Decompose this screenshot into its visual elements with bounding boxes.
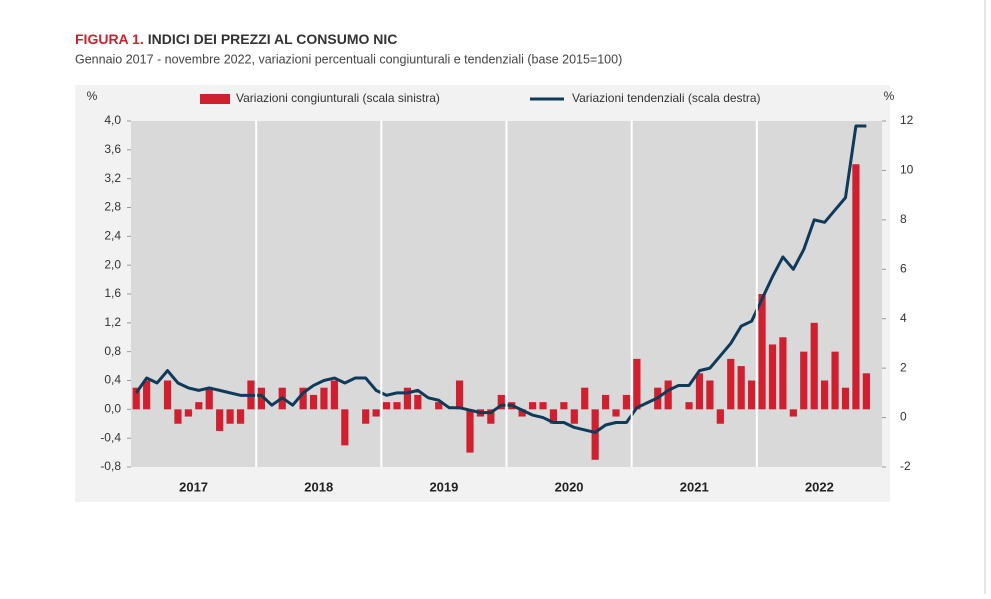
bar [549,409,558,424]
bar [727,358,735,410]
legend-swatch [200,94,230,104]
bar [455,380,464,410]
bar [330,380,338,410]
bar [768,344,777,410]
y-tick-label: 1,2 [104,315,121,329]
y-tick-label: 2,0 [104,257,121,271]
bar [497,394,505,410]
title-prefix: FIGURA 1. [75,31,144,47]
bar [779,337,787,410]
bar [862,373,870,410]
bar [216,409,224,431]
bar [612,409,620,417]
y2-tick-label: -2 [900,459,911,473]
x-year-label: 2019 [429,479,458,494]
bar [591,409,599,460]
bar [581,387,589,410]
y2-tick-label: 4 [900,311,907,325]
bar [226,409,234,424]
bar [737,366,745,410]
x-year-label: 2017 [179,479,208,494]
bar [320,387,328,410]
bar [622,394,631,410]
y2-tick-label: 2 [900,360,907,374]
line [134,124,867,434]
bar [800,351,808,410]
bar [852,164,860,410]
bar [487,409,495,424]
y-unit: % [87,89,98,103]
plot [132,124,870,460]
bar [236,409,245,424]
bar [716,409,724,424]
bar [685,402,693,410]
y2-unit: % [884,89,895,103]
bar [570,409,578,424]
bar [748,380,756,410]
bar [831,351,839,410]
y2-tick-label: 8 [900,212,907,226]
y-tick-label: 3,6 [104,142,121,156]
chart-title: FIGURA 1. INDICI DEI PREZZI AL CONSUMO NI… [75,31,397,47]
title-text: INDICI DEI PREZZI AL CONSUMO NIC [148,31,398,47]
y-tick-label: -0,4 [100,430,121,444]
x-year-label: 2021 [680,479,709,494]
bar [132,387,140,410]
y-tick-label: 2,4 [104,229,121,243]
bar [372,409,380,417]
bar [184,409,192,417]
legend-label: Variazioni tendenziali (scala destra) [572,91,761,105]
y-tick-label: 0,4 [104,373,121,387]
bar [257,387,265,410]
bar [466,409,474,453]
bar [758,294,766,410]
y2-tick-label: 10 [900,163,914,177]
y-tick-label: 0,0 [104,402,121,416]
bar [435,402,443,410]
bar [341,409,349,446]
bar [393,402,401,410]
y-tick-label: 0,8 [104,344,121,358]
bar [299,387,307,410]
subtitle: Gennaio 2017 - novembre 2022, variazioni… [75,52,622,66]
bar [403,387,412,410]
legend-label: Variazioni congiunturali (scala sinistra… [236,91,440,105]
bar [539,402,547,410]
bar [789,409,797,417]
bar [518,409,526,417]
y-tick-label: 4,0 [104,113,121,127]
bar [601,394,610,410]
bar [143,380,151,410]
bar [706,380,714,410]
bar [821,380,829,410]
bar [633,358,641,410]
bar [174,409,182,424]
y2-tick-label: 12 [900,113,914,127]
bar [841,387,850,410]
y2-tick-label: 6 [900,261,907,275]
bar [560,402,568,410]
bar [382,402,391,410]
bar [414,394,422,410]
x-year-label: 2022 [805,479,834,494]
y-tick-label: 1,6 [104,286,121,300]
x-year-label: 2018 [304,479,333,494]
y2-tick-label: 0 [900,410,907,424]
y-tick-label: 3,2 [104,171,121,185]
bar [664,380,672,410]
bar [163,380,172,410]
bar [810,322,818,410]
bar [205,387,213,410]
bar [362,409,370,424]
bar [528,402,537,410]
bar [695,373,704,410]
x-year-label: 2020 [555,479,584,494]
bar [309,394,318,410]
y-tick-label: 2,8 [104,200,121,214]
y-tick-label: -0,8 [100,459,121,473]
bar [195,402,203,410]
